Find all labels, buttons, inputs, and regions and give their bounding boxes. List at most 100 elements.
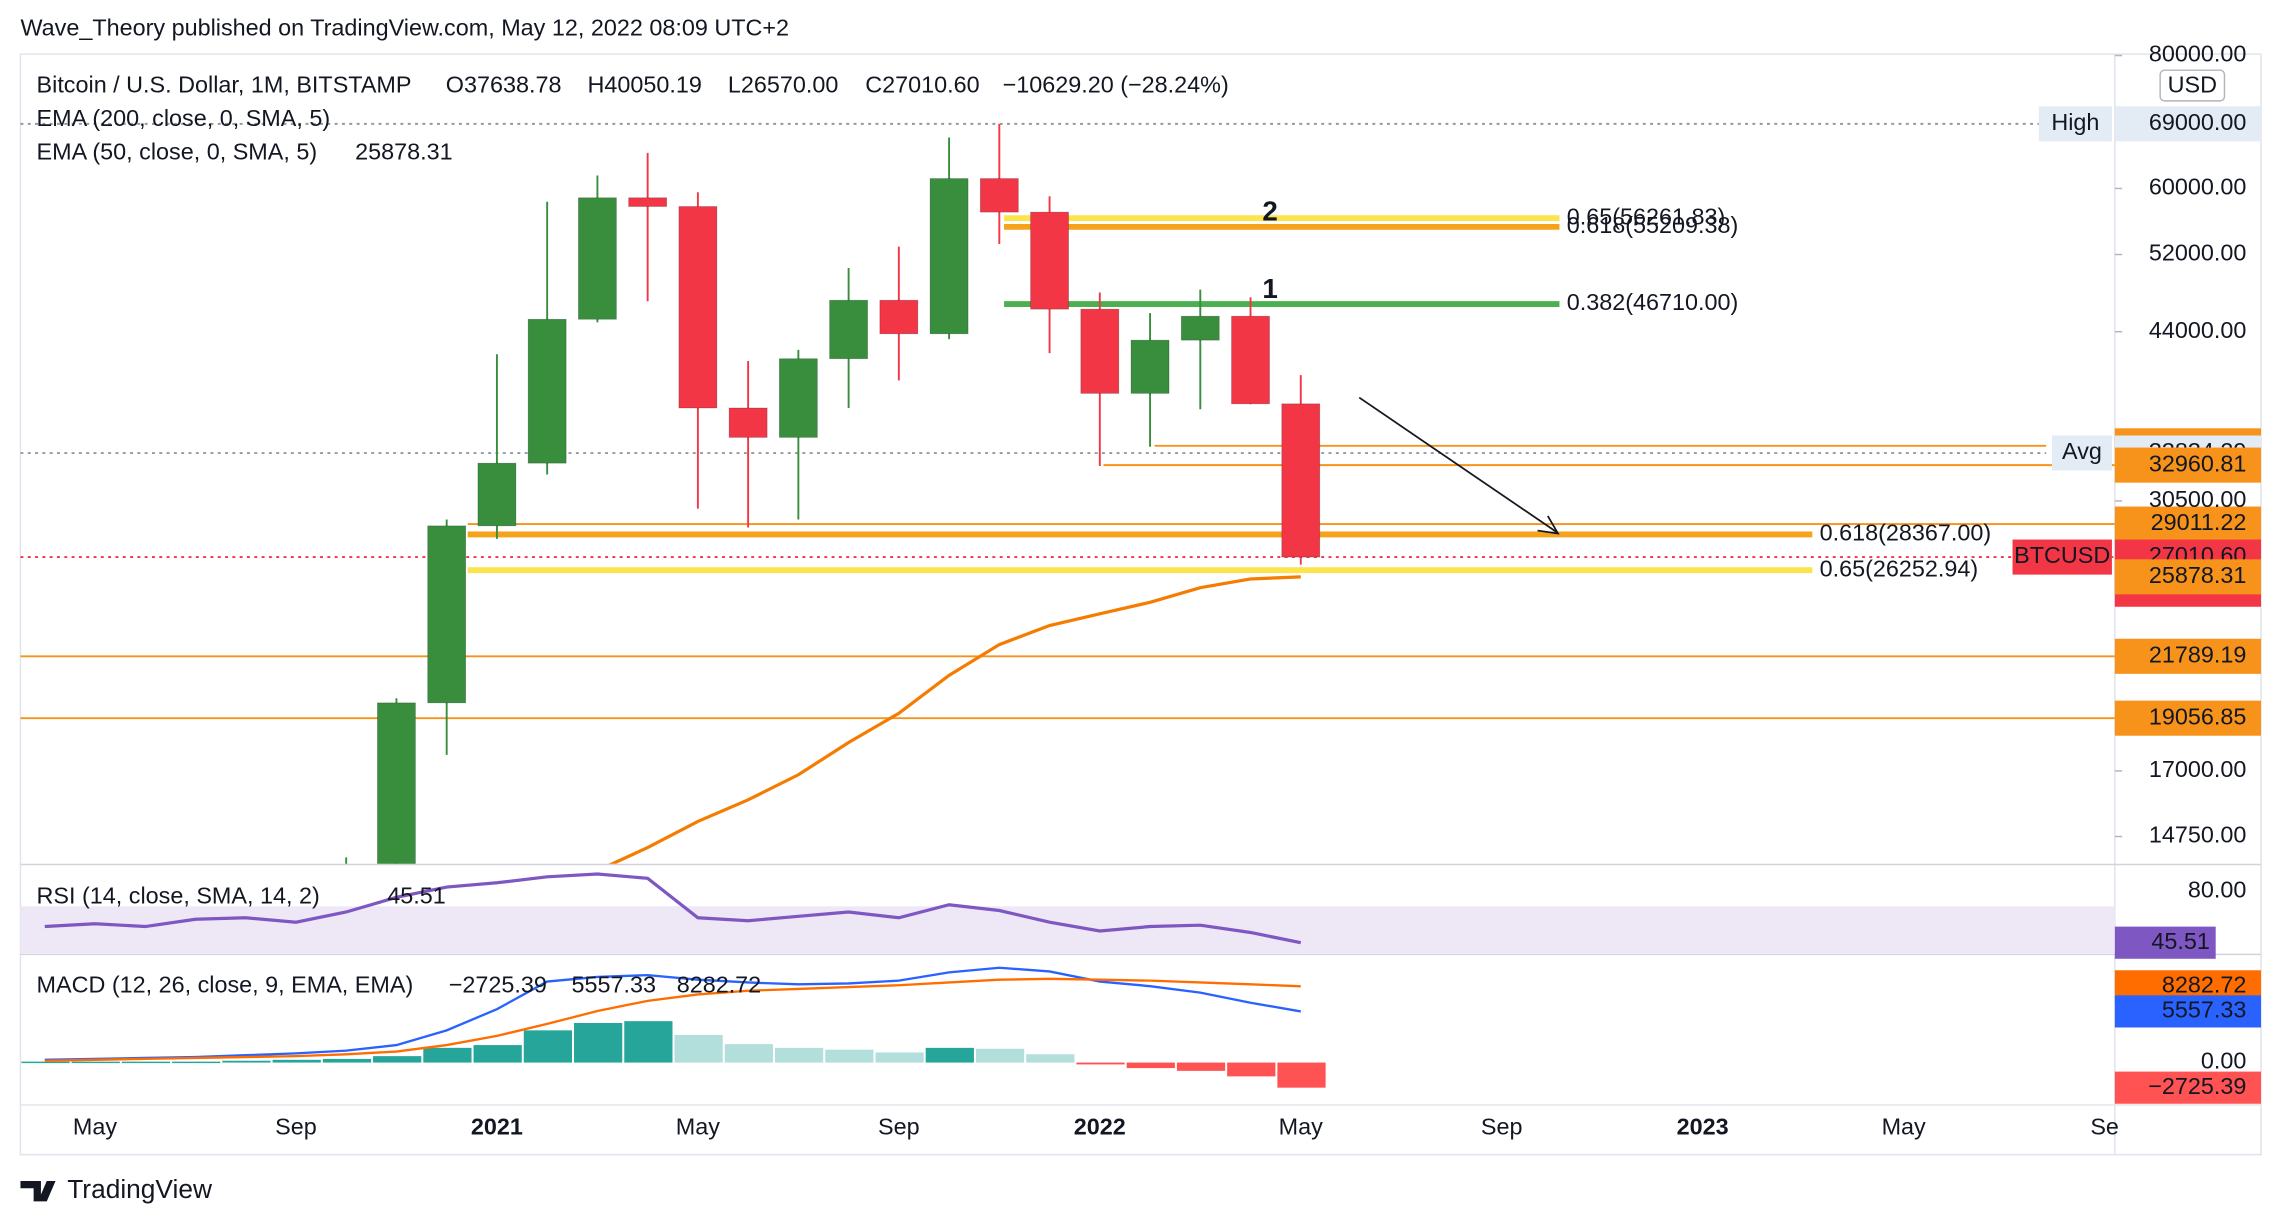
x-tick-label: Sep bbox=[1481, 1114, 1523, 1140]
rsi-band bbox=[20, 906, 2115, 953]
ohlc-value: L26570.00 bbox=[728, 71, 839, 97]
wave-label: 1 bbox=[1262, 273, 1277, 304]
macd-histogram-bar bbox=[373, 1056, 422, 1063]
price-label-box bbox=[2114, 106, 2261, 142]
x-tick-label: 2022 bbox=[1074, 1114, 1126, 1140]
rsi-pane bbox=[20, 872, 2115, 953]
author-line: Wave_Theory published on TradingView.com… bbox=[20, 14, 789, 40]
rsi-value-box bbox=[2114, 926, 2216, 959]
x-tick-label: May bbox=[676, 1114, 720, 1140]
fib-label: 0.382(46710.00) bbox=[1567, 289, 1739, 315]
macd-histogram-bar bbox=[322, 1058, 372, 1063]
x-tick-label: Sep bbox=[275, 1114, 317, 1140]
candle-body bbox=[578, 197, 617, 320]
macd-histogram-bar bbox=[121, 1061, 171, 1064]
y-tick-label: 14750.00 bbox=[2149, 822, 2247, 848]
price-label-box bbox=[2114, 700, 2261, 736]
y-tick-label: 30500.00 bbox=[2149, 486, 2247, 512]
candle-body bbox=[979, 178, 1019, 213]
y-tick-label: 52000.00 bbox=[2149, 240, 2247, 266]
rsi-line bbox=[44, 872, 1302, 945]
overlay: 1269000.00High34365.1333834.29Avg32960.8… bbox=[1262, 106, 2261, 736]
arrow-head bbox=[1537, 515, 1560, 535]
x-tick-label: 2021 bbox=[471, 1114, 523, 1140]
candle-body bbox=[1080, 308, 1120, 394]
macd-histogram-bar bbox=[423, 1047, 472, 1063]
macd-histogram-bar bbox=[272, 1059, 321, 1063]
macd-histogram-bar bbox=[1227, 1062, 1276, 1077]
macd-histogram-bar bbox=[71, 1061, 120, 1064]
macd-title: MACD (12, 26, close, 9, EMA, EMA) bbox=[37, 972, 414, 998]
ohlc-value: O37638.78 bbox=[446, 71, 562, 97]
macd-histogram-bar bbox=[774, 1047, 824, 1063]
x-tick-label: 2023 bbox=[1677, 1114, 1729, 1140]
candle-body bbox=[929, 178, 969, 335]
macd-histogram-bar bbox=[1126, 1062, 1175, 1069]
candle-body bbox=[879, 299, 919, 335]
candle-body bbox=[778, 358, 818, 438]
macd-histogram-bar bbox=[875, 1052, 924, 1063]
hist-axis-value: −2725.39 bbox=[2148, 1073, 2246, 1099]
macd-histogram-bar bbox=[975, 1048, 1025, 1063]
price-label-box bbox=[2114, 447, 2261, 483]
wave-label: 2 bbox=[1262, 196, 1277, 227]
macd-tick-label: 0.00 bbox=[2201, 1048, 2247, 1074]
tag-box bbox=[2052, 435, 2112, 471]
price-label-box bbox=[2114, 559, 2261, 595]
macd-histogram-bar bbox=[1076, 1062, 1125, 1065]
ohlc-value: −10629.20 (−28.24%) bbox=[1003, 71, 1229, 97]
arrow bbox=[1358, 396, 1558, 533]
candle-body bbox=[427, 525, 467, 704]
tag-label: Avg bbox=[2062, 438, 2102, 464]
y-tick-label: 44000.00 bbox=[2149, 317, 2247, 343]
candle-body bbox=[1130, 339, 1170, 394]
price-label: 69000.00 bbox=[2149, 109, 2247, 135]
ohlc-value: C27010.60 bbox=[865, 71, 979, 97]
macd-axis-box bbox=[2114, 995, 2261, 1028]
macd-histogram-bar bbox=[624, 1021, 673, 1063]
price-label: 29011.22 bbox=[2151, 509, 2247, 535]
price-label-box bbox=[2114, 638, 2261, 674]
ema-line bbox=[608, 575, 1301, 864]
price-label: 19056.85 bbox=[2149, 703, 2247, 729]
candle-body bbox=[377, 702, 416, 864]
macd-histogram-bar bbox=[1176, 1062, 1226, 1071]
x-tick-label: May bbox=[1279, 1114, 1323, 1140]
price-label: 21789.19 bbox=[2149, 641, 2247, 667]
rsi-tick-label: 80.00 bbox=[2188, 877, 2247, 903]
x-tick-label: May bbox=[73, 1114, 117, 1140]
macd-histogram-bar bbox=[1026, 1054, 1075, 1063]
fib-label: 0.618(55209.38) bbox=[1567, 212, 1739, 238]
indicator-title: EMA (200, close, 0, SMA, 5) bbox=[37, 105, 331, 131]
macd-histogram-bar bbox=[222, 1060, 271, 1063]
macd-histogram-bar bbox=[1277, 1062, 1326, 1088]
macd-histogram-bar bbox=[473, 1045, 522, 1063]
price-label-box bbox=[2114, 506, 2261, 542]
candle-body bbox=[678, 206, 718, 409]
signal-axis-value: 8282.72 bbox=[2162, 971, 2247, 997]
candle-body bbox=[1030, 211, 1069, 310]
candle-body bbox=[829, 299, 868, 360]
macd-histogram-bar bbox=[925, 1047, 974, 1063]
candle-body bbox=[1180, 315, 1220, 341]
macd-histogram-bar bbox=[674, 1034, 723, 1063]
price-pane: 0.65(56261.83)0.618(55209.38) 0.382(46710… bbox=[20, 122, 2115, 864]
rsi-axis-value: 45.51 bbox=[2151, 928, 2210, 954]
macd-histogram-bar bbox=[574, 1022, 623, 1063]
y-tick-label: 80000.00 bbox=[2149, 41, 2247, 67]
signal-line bbox=[44, 977, 1301, 1062]
macd-hist-value: −2725.39 bbox=[449, 972, 547, 998]
candle-body bbox=[728, 407, 768, 438]
candle-body bbox=[1231, 315, 1270, 405]
currency: USD bbox=[2168, 71, 2217, 97]
tag-box bbox=[2012, 539, 2112, 575]
chart-title: Bitcoin / U.S. Dollar, 1M, BITSTAMP bbox=[37, 71, 412, 97]
macd-histogram-bar bbox=[523, 1030, 573, 1063]
ohlc-value: H40050.19 bbox=[588, 71, 702, 97]
macd-histogram-bar bbox=[724, 1044, 773, 1063]
macd-pane bbox=[21, 966, 1326, 1088]
rsi-value: 45.51 bbox=[387, 883, 446, 909]
x-tick-label: Se bbox=[2090, 1114, 2119, 1140]
x-tick-label: May bbox=[1882, 1114, 1926, 1140]
rsi-title: RSI (14, close, SMA, 14, 2) bbox=[37, 883, 320, 909]
